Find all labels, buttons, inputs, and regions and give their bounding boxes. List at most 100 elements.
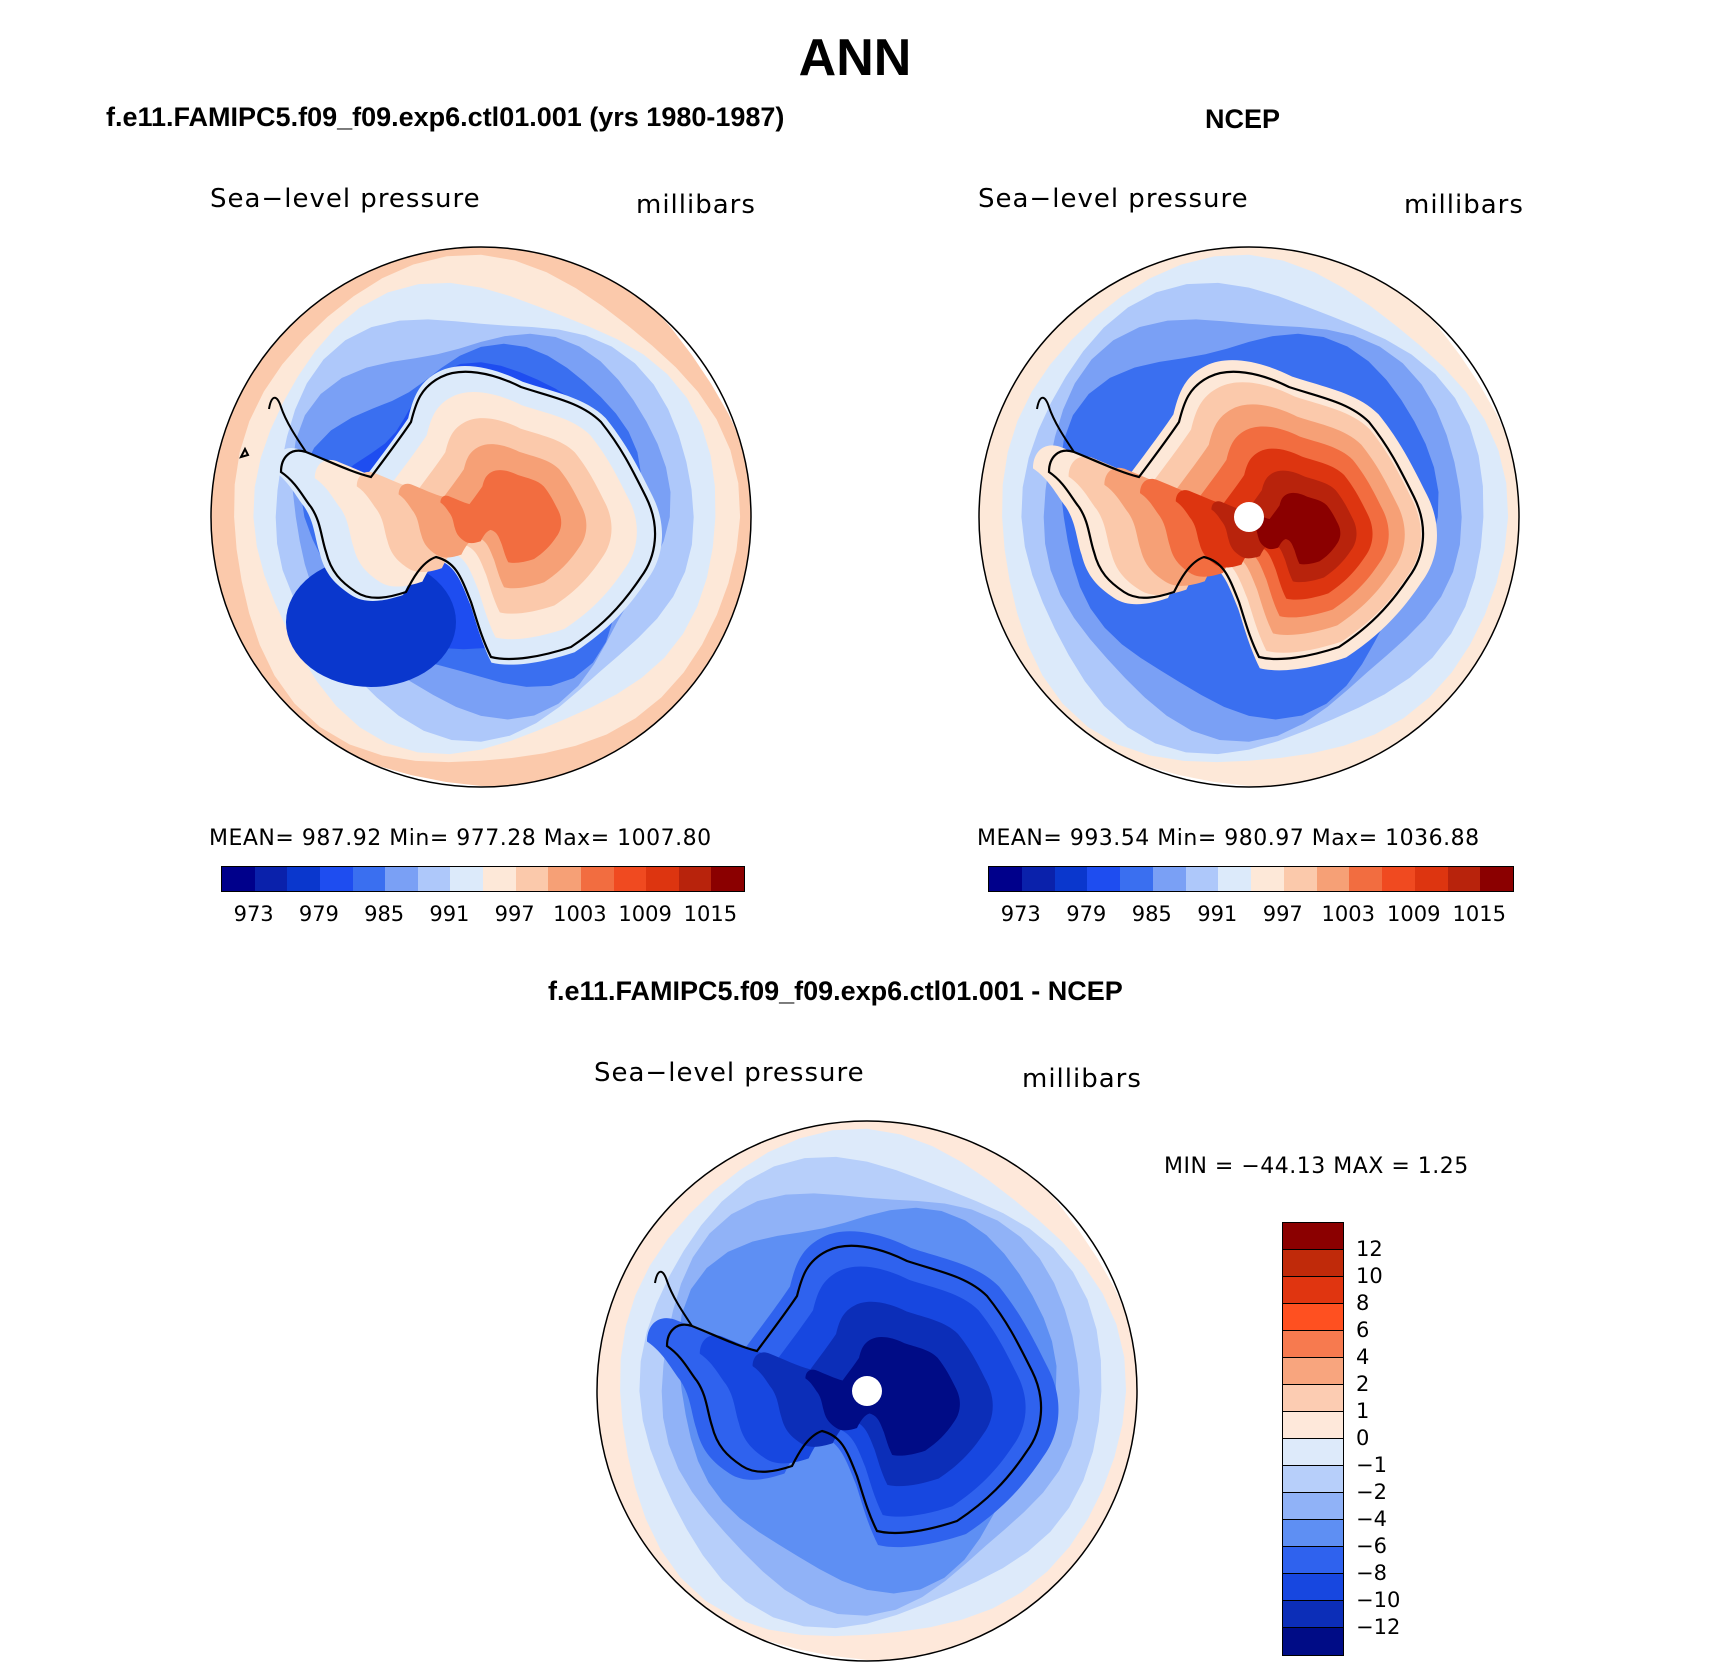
model-units-label: millibars <box>636 190 756 220</box>
colorbar-swatch <box>1185 867 1219 891</box>
colorbar-tick-label: 6 <box>1356 1318 1370 1342</box>
colorbar-tick-label: −10 <box>1356 1588 1401 1612</box>
antarctica-coastline <box>1047 370 1425 661</box>
colorbar-swatch <box>1414 867 1448 891</box>
colorbar-tick-label: −8 <box>1356 1561 1387 1585</box>
colorbar-swatch <box>483 867 516 891</box>
colorbar-swatch <box>1283 1466 1343 1493</box>
colorbar-tick-label: 997 <box>494 902 535 926</box>
colorbar-tick-label: 979 <box>298 902 339 926</box>
colorbar-tick-label: 1009 <box>1387 902 1441 926</box>
colorbar-swatch <box>254 867 288 891</box>
colorbar-tick-label: −6 <box>1356 1534 1387 1558</box>
colorbar-swatch <box>1283 1520 1343 1547</box>
antarctic-peninsula-coastline <box>654 1270 693 1327</box>
colorbar-tick-label: −12 <box>1356 1615 1401 1639</box>
colorbar-swatch <box>1021 867 1055 891</box>
colorbar-swatch <box>1283 1493 1343 1520</box>
colorbar-swatch <box>1054 867 1088 891</box>
colorbar-swatch <box>385 867 418 891</box>
colorbar-swatch <box>989 867 1022 891</box>
colorbar-swatch <box>1316 867 1350 891</box>
antarctica-coastline <box>279 370 657 661</box>
colorbar-tick-label: 12 <box>1356 1237 1383 1261</box>
colorbar-swatch <box>1283 1304 1343 1331</box>
obs-polar-map <box>978 246 1520 788</box>
colorbar-swatch <box>417 867 451 891</box>
contour-interior <box>1247 492 1341 565</box>
colorbar-swatch <box>1283 1358 1343 1385</box>
colorbar-tick-label: 991 <box>1197 902 1238 926</box>
colorbar-swatch <box>580 867 614 891</box>
colorbar-tick-label: 4 <box>1356 1345 1370 1369</box>
colorbar-swatch <box>1349 867 1382 891</box>
antarctica-coastline <box>665 1244 1043 1535</box>
colorbar-tick-label: 0 <box>1356 1426 1370 1450</box>
antarctic-peninsula-coastline <box>268 396 307 453</box>
colorbar-swatch <box>1283 1412 1343 1439</box>
contour-low <box>286 557 456 687</box>
colorbar-swatch <box>352 867 386 891</box>
colorbar-swatch <box>646 867 679 891</box>
colorbar-tick-label: 985 <box>1131 902 1172 926</box>
model-polar-map <box>210 246 752 788</box>
model-map-field <box>211 247 751 787</box>
colorbar-swatch <box>548 867 581 891</box>
diff-colorbar-ticks: 12 10 8 6 4 2 1 0 −1 −2 −4 −6 −8 −10 −12 <box>1356 1222 1436 1656</box>
colorbar-tick-label: −2 <box>1356 1480 1387 1504</box>
colorbar-swatch <box>450 867 483 891</box>
colorbar-tick-label: 985 <box>364 902 405 926</box>
colorbar-tick-label: 1 <box>1356 1399 1370 1423</box>
pole-hole <box>852 1376 882 1406</box>
colorbar-tick-label: 973 <box>1000 902 1041 926</box>
model-colorbar-ticks: 973 979 985 991 997 1003 1009 1015 <box>221 902 743 930</box>
colorbar-swatch <box>1480 867 1513 891</box>
pole-hole <box>1234 502 1264 532</box>
diff-colorbar <box>1282 1222 1344 1656</box>
colorbar-swatch <box>1120 867 1153 891</box>
colorbar-swatch <box>515 867 549 891</box>
colorbar-tick-label: −4 <box>1356 1507 1387 1531</box>
colorbar-swatch <box>1283 1601 1343 1628</box>
obs-colorbar <box>988 866 1514 892</box>
model-variable-label: Sea−level pressure <box>210 184 481 214</box>
island-outline <box>239 446 250 459</box>
model-panel-title: f.e11.FAMIPC5.f09_f09.exp6.ctl01.001 (yr… <box>106 102 785 132</box>
colorbar-tick-label: 979 <box>1066 902 1107 926</box>
model-stats: MEAN= 987.92 Min= 977.28 Max= 1007.80 <box>209 826 712 851</box>
colorbar-swatch <box>1382 867 1415 891</box>
colorbar-swatch <box>222 867 255 891</box>
obs-stats: MEAN= 993.54 Min= 980.97 Max= 1036.88 <box>977 826 1480 851</box>
page-title: ANN <box>798 29 912 87</box>
obs-map-border <box>978 246 1520 788</box>
model-colorbar <box>221 866 745 892</box>
colorbar-tick-label: −1 <box>1356 1453 1387 1477</box>
colorbar-swatch <box>711 867 744 891</box>
colorbar-swatch <box>1283 1331 1343 1358</box>
colorbar-swatch <box>1447 867 1481 891</box>
diff-panel-title: f.e11.FAMIPC5.f09_f09.exp6.ctl01.001 - N… <box>548 976 1123 1006</box>
contour-interior <box>805 1337 960 1456</box>
colorbar-tick-label: 1003 <box>1321 902 1375 926</box>
colorbar-swatch <box>1283 867 1317 891</box>
colorbar-tick-label: 1003 <box>553 902 607 926</box>
diff-variable-label: Sea−level pressure <box>594 1058 865 1088</box>
colorbar-swatch <box>1251 867 1284 891</box>
colorbar-swatch <box>319 867 353 891</box>
obs-variable-label: Sea−level pressure <box>978 184 1249 214</box>
obs-map-field <box>979 247 1519 787</box>
colorbar-swatch <box>1283 1574 1343 1601</box>
colorbar-tick-label: 10 <box>1356 1264 1383 1288</box>
colorbar-swatch <box>1283 1628 1343 1655</box>
colorbar-tick-label: 1015 <box>683 902 738 926</box>
colorbar-swatch <box>1283 1277 1343 1304</box>
colorbar-tick-label: 1009 <box>618 902 672 926</box>
colorbar-tick-label: 2 <box>1356 1372 1370 1396</box>
diff-units-label: millibars <box>1022 1064 1142 1094</box>
diff-stats: MIN = −44.13 MAX = 1.25 <box>1164 1154 1469 1179</box>
colorbar-swatch <box>678 867 712 891</box>
colorbar-swatch <box>613 867 647 891</box>
colorbar-swatch <box>1283 1385 1343 1412</box>
colorbar-swatch <box>1283 1223 1343 1250</box>
colorbar-swatch <box>1218 867 1251 891</box>
